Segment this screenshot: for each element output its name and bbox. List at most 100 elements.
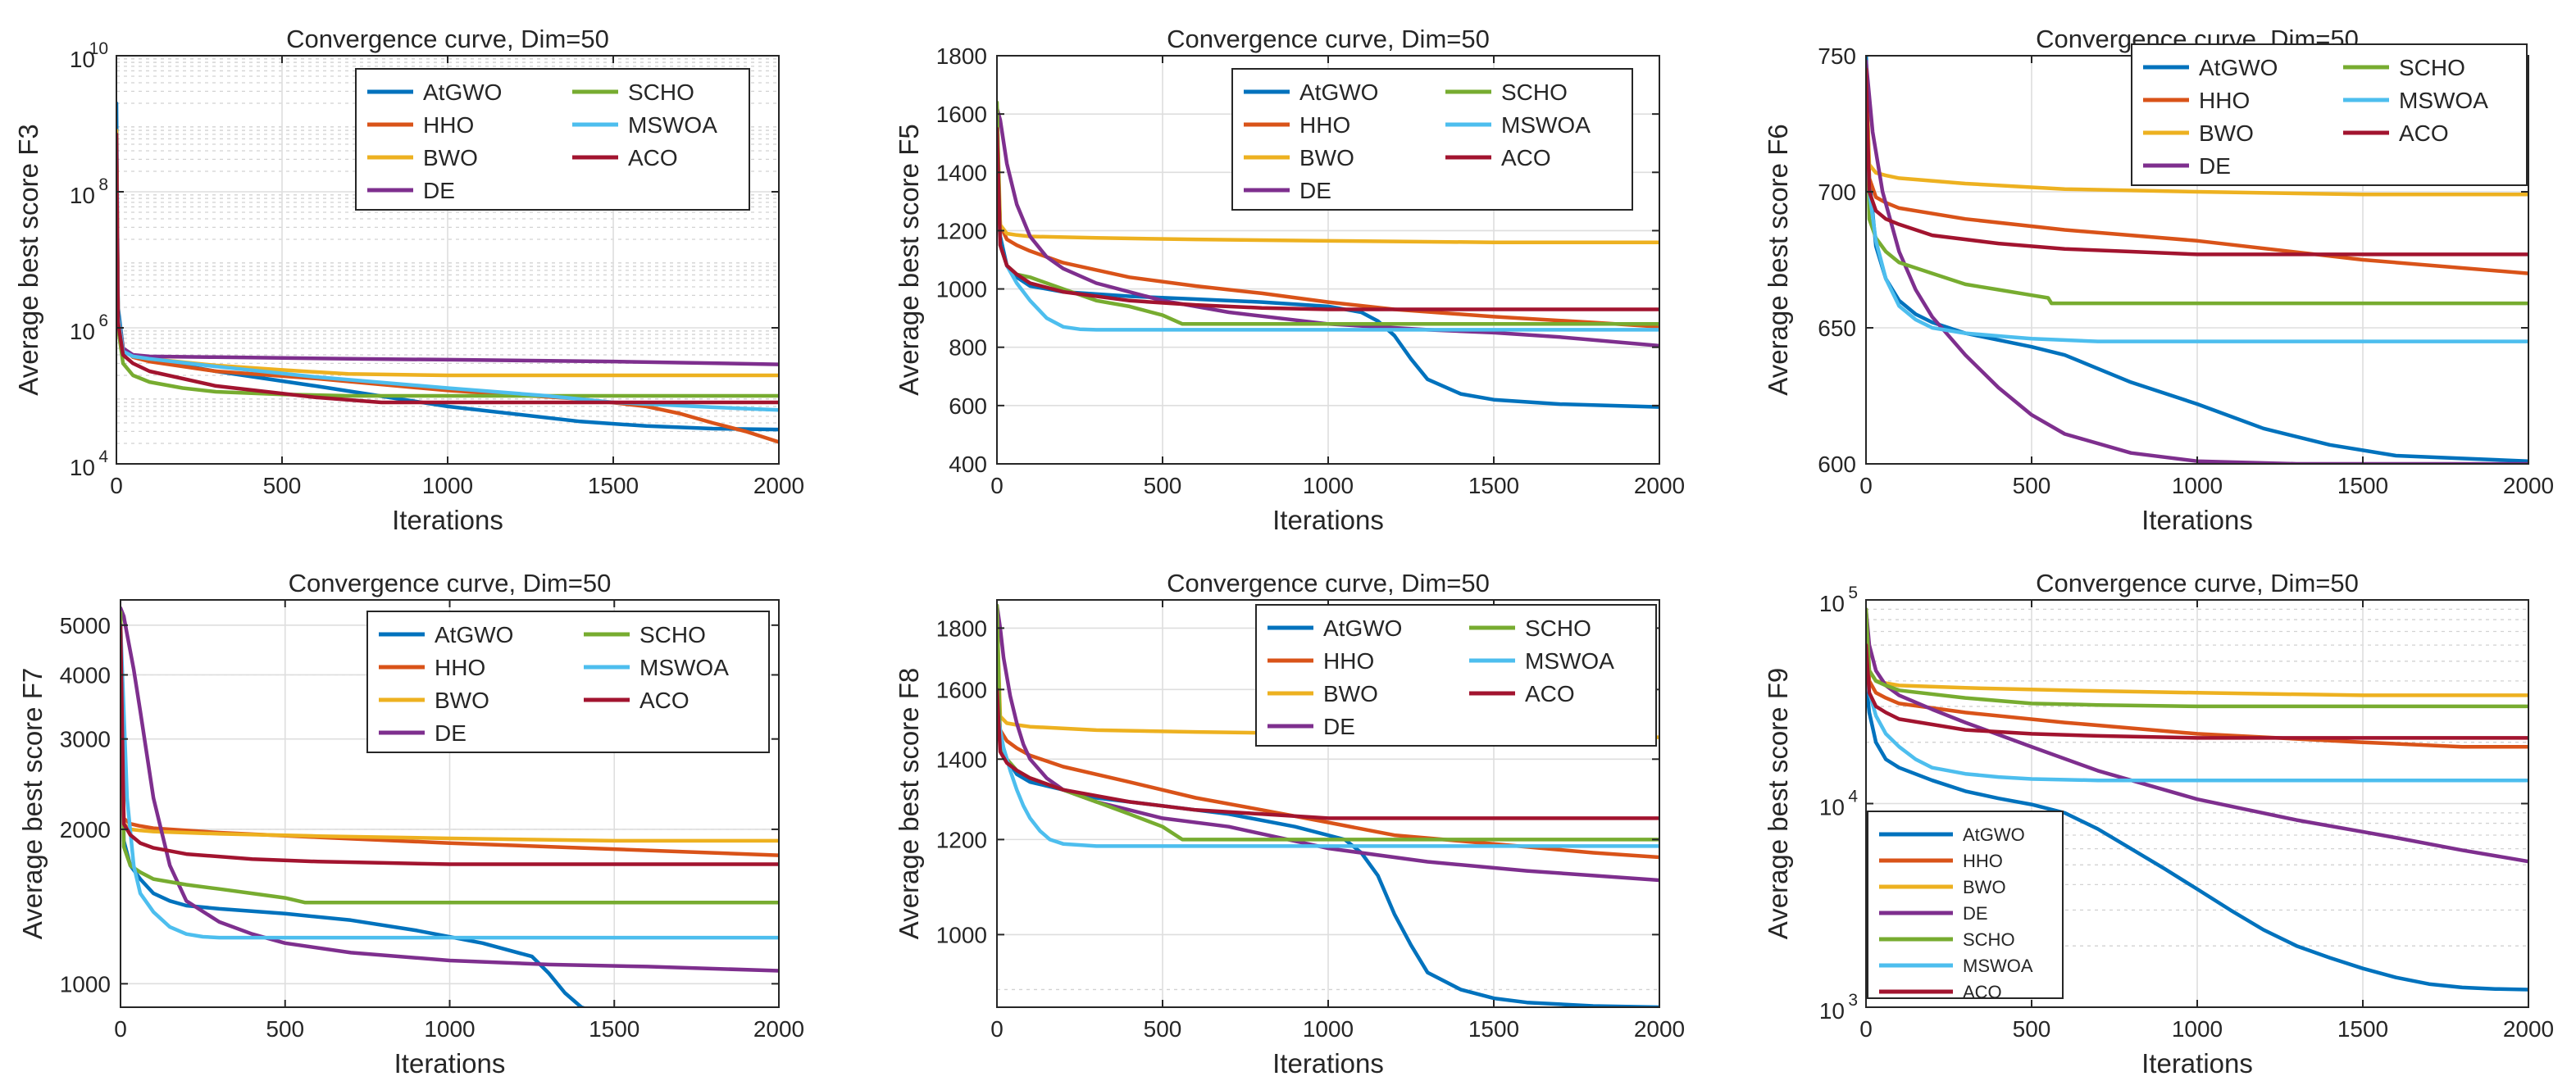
legend-item-hho: HHO (367, 112, 474, 138)
x-tick-label: 0 (990, 1016, 1004, 1042)
legend-label: HHO (423, 112, 474, 138)
x-tick-label: 1000 (1303, 473, 1354, 498)
legend-label: DE (423, 178, 455, 203)
legend-label: HHO (435, 655, 485, 680)
legend-label: BWO (423, 145, 478, 170)
chart-title: Convergence curve, Dim=50 (2036, 569, 2359, 597)
legend-label: MSWOA (1525, 648, 1614, 674)
legend-label: SCHO (2399, 55, 2465, 80)
legend-item-aco: ACO (2343, 120, 2449, 146)
chart-panel-4: 0 500 1000 1500 2000 1000 2000 3000 4000 5000 Conv… (17, 569, 804, 1079)
legend-label: DE (1963, 903, 1988, 924)
x-tick-label: 1500 (1468, 473, 1519, 498)
y-tick-label: 10 (1819, 591, 1845, 616)
x-tick-label: 2000 (753, 1016, 804, 1042)
x-tick-label: 2000 (1634, 473, 1685, 498)
x-tick-label: 0 (110, 473, 123, 498)
legend-label: ACO (1501, 145, 1551, 170)
legend: AtGWO SCHO HHO MSWOA BWO ACO DE (1255, 604, 1657, 747)
chart-title: Convergence curve, Dim=50 (289, 569, 612, 597)
series-line-hho (997, 141, 1659, 329)
y-axis-label: Average best score F5 (894, 124, 924, 395)
x-tick-label: 1500 (588, 473, 639, 498)
legend-item-mswoa: MSWOA (1445, 112, 1591, 138)
y-tick-label: 1400 (936, 160, 987, 185)
legend-item-atgwo: AtGWO (367, 79, 502, 105)
series-line-aco (1866, 643, 2528, 740)
x-tick-label: 0 (1859, 1016, 1873, 1042)
series-line-mswoa (997, 704, 1659, 848)
legend-item-scho: SCHO (2343, 55, 2465, 80)
series-line-bwo (997, 106, 1659, 244)
y-tick-label: 1200 (936, 827, 987, 852)
legend-item-hho: HHO (1268, 648, 1374, 674)
legend-label: DE (2199, 153, 2231, 179)
y-tick-label: 700 (1818, 179, 1856, 205)
series-line-de (997, 106, 1659, 348)
legend-item-scho: SCHO (1445, 79, 1568, 105)
legend-item-atgwo: AtGWO (2143, 55, 2278, 80)
y-axis-label: Average best score F6 (1763, 124, 1793, 395)
legend-item-atgwo: AtGWO (1244, 79, 1378, 105)
x-axis-label: Iterations (2141, 505, 2253, 535)
series-line-mswoa (1866, 679, 2528, 783)
legend-item-hho: HHO (1879, 851, 2003, 871)
y-tick-label: 10 (1819, 795, 1845, 820)
y-tick-label: 1200 (936, 218, 987, 243)
x-axis-label: Iterations (2141, 1048, 2253, 1079)
series-line-hho (1866, 80, 2528, 275)
y-axis-label: Average best score F7 (17, 668, 48, 939)
legend-item-hho: HHO (2143, 88, 2250, 113)
legend-item-mswoa: MSWOA (2343, 88, 2488, 113)
legend-item-mswoa: MSWOA (1879, 956, 2033, 976)
x-tick-label: 1000 (1303, 1016, 1354, 1042)
series-line-scho (116, 137, 779, 398)
x-tick-label: 0 (1859, 473, 1873, 498)
y-tick-label: 10 (70, 455, 95, 480)
legend-box (355, 68, 750, 211)
series-line-aco (116, 132, 779, 405)
y-tick-label: 10 (1819, 998, 1845, 1024)
legend-label: AtGWO (423, 79, 502, 105)
y-tick-exponent: 5 (1848, 584, 1858, 602)
y-tick-label: 600 (1818, 452, 1856, 477)
legend-label: SCHO (639, 622, 706, 647)
series-line-aco (997, 688, 1659, 820)
legend-item-hho: HHO (379, 655, 485, 680)
legend-item-atgwo: AtGWO (1879, 824, 2025, 845)
legend-label: ACO (1963, 982, 2002, 1002)
legend-item-bwo: BWO (379, 688, 489, 713)
legend-label: MSWOA (2399, 88, 2488, 113)
x-tick-label: 500 (2013, 473, 2051, 498)
legend-label: ACO (1525, 681, 1575, 706)
x-tick-label: 2000 (753, 473, 804, 498)
chart-title: Convergence curve, Dim=50 (1167, 569, 1490, 597)
legend-label: DE (1323, 714, 1355, 739)
y-tick-label: 2000 (60, 817, 111, 842)
legend-item-mswoa: MSWOA (584, 655, 729, 680)
y-tick-label: 750 (1818, 43, 1856, 69)
legend-item-scho: SCHO (1469, 615, 1591, 641)
y-tick-label: 600 (949, 393, 987, 419)
series-line-atgwo (1866, 679, 2528, 992)
legend-label: HHO (2199, 88, 2250, 113)
x-tick-label: 500 (266, 1016, 304, 1042)
y-tick-label: 1800 (936, 43, 987, 69)
y-tick-label: 1400 (936, 747, 987, 772)
y-tick-exponent: 4 (1848, 788, 1858, 806)
series-line-hho (1866, 629, 2528, 749)
legend-label: SCHO (628, 79, 694, 105)
legend-label: DE (1299, 178, 1331, 203)
y-tick-label: 1000 (936, 922, 987, 947)
legend-item-scho: SCHO (1879, 929, 2015, 950)
series-group (116, 101, 779, 444)
legend-label: HHO (1299, 112, 1350, 138)
legend-item-de: DE (367, 178, 455, 203)
legend-item-aco: ACO (1445, 145, 1551, 170)
y-tick-label: 1000 (60, 971, 111, 997)
legend: AtGWO SCHO HHO MSWOA BWO ACO DE (1231, 68, 1633, 211)
series-line-mswoa (121, 623, 779, 940)
series-line-bwo (1866, 67, 2528, 197)
legend-label: MSWOA (639, 655, 729, 680)
